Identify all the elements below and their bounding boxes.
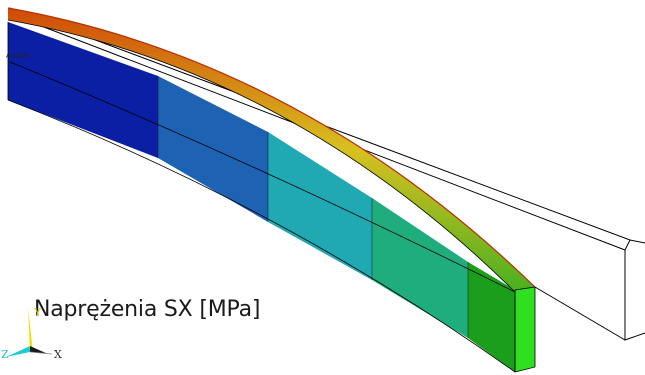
triad-y-label: Y xyxy=(33,306,42,319)
contour-band-4 xyxy=(372,198,468,338)
axis-triad: Y Z X xyxy=(1,306,62,361)
triad-y-wedge xyxy=(28,308,33,352)
top-edge-line xyxy=(7,7,536,288)
triad-x-wedge xyxy=(30,346,48,354)
contour-band-5 xyxy=(468,262,515,372)
node-label: Ansi081 xyxy=(6,52,30,60)
triad-z-wedge xyxy=(6,346,30,357)
contour-band-3 xyxy=(268,132,372,280)
beam-end-face xyxy=(514,286,536,373)
result-title: Naprężenia SX [MPa] xyxy=(34,297,261,322)
triad-z-label: Z xyxy=(1,348,9,361)
deformed-beam-contour xyxy=(7,7,536,373)
contour-band-1 xyxy=(8,22,158,158)
triad-x-label: X xyxy=(54,348,62,361)
